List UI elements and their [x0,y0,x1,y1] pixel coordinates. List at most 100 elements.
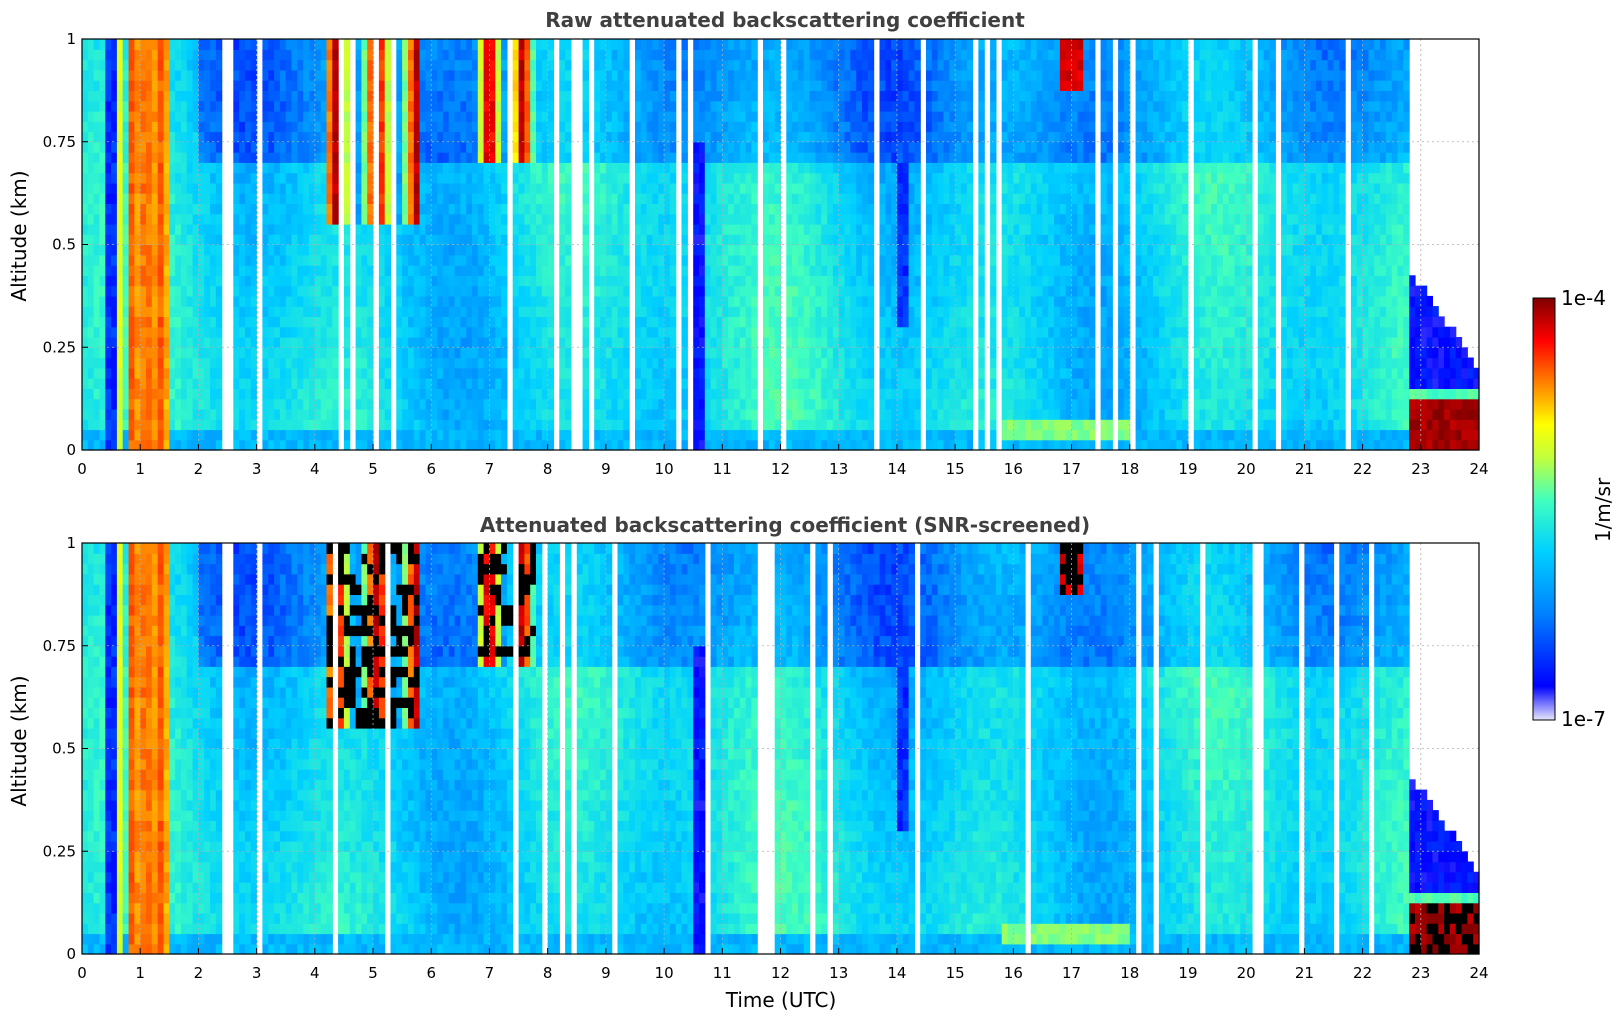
heatmap-cell [175,39,182,50]
heatmap-cell [192,203,199,215]
heatmap-cell [704,141,712,153]
heatmap-cell [122,337,130,348]
heatmap-cell [116,234,124,246]
heatmap-cell [681,244,688,256]
heatmap-cell [285,254,293,266]
heatmap-cell [844,367,851,379]
heatmap-cell [768,347,776,359]
heatmap-cell [105,213,112,225]
heatmap-cell [559,388,566,400]
heatmap-cell [640,69,648,81]
heatmap-cell [489,223,496,235]
heatmap-cell [477,429,485,441]
heatmap-cell [355,193,362,204]
heatmap-cell [733,398,741,410]
heatmap-cell [798,152,805,163]
heatmap-cell [239,100,246,112]
heatmap-cell [530,162,537,174]
heatmap-cell [809,100,816,112]
heatmap-cell [279,378,287,389]
heatmap-cell [751,90,758,102]
heatmap-cell [658,347,665,359]
heatmap-cell [891,244,898,256]
heatmap-cell [751,367,758,379]
heatmap-cell [291,275,298,287]
heatmap-cell [442,141,450,153]
heatmap-cell [605,244,613,256]
heatmap-cell [105,80,112,91]
heatmap-cell [745,439,752,451]
heatmap-cell [745,419,752,431]
heatmap-cell [384,172,392,184]
heatmap-cell [239,213,246,225]
heatmap-cell [722,141,729,153]
heatmap-cell [501,193,508,204]
heatmap-cell [99,316,106,328]
heatmap-cell [838,347,846,359]
heatmap-cell [245,90,252,102]
heatmap-cell [751,59,758,71]
heatmap-cell [704,285,712,297]
heatmap-cell [239,419,246,431]
heatmap-cell [530,347,537,359]
heatmap-cell [87,141,95,153]
heatmap-cell [559,100,566,112]
heatmap-cell [245,141,252,153]
heatmap-cell [262,275,269,287]
heatmap-cell [477,419,485,431]
heatmap-cell [664,59,671,71]
heatmap-cell [460,306,467,317]
heatmap-cell [547,182,555,194]
heatmap-cell [320,347,328,359]
heatmap-cell [722,398,729,410]
heatmap-cell [332,100,339,112]
heatmap-cell [175,439,182,451]
heatmap-cell [82,275,89,287]
heatmap-cell [512,337,520,348]
heatmap-cell [140,90,147,102]
heatmap-cell [297,295,304,307]
heatmap-cell [652,254,659,266]
heatmap-cell [99,306,106,317]
heatmap-cell [320,100,328,112]
heatmap-cell [716,316,723,328]
heatmap-cell [466,152,473,163]
heatmap-cell [291,234,298,246]
heatmap-cell [664,110,671,122]
heatmap-cell [361,223,368,235]
heatmap-cell [518,90,525,102]
heatmap-cell [105,367,112,379]
heatmap-cell [745,398,752,410]
heatmap-cell [460,295,467,307]
heatmap-cell [844,234,851,246]
heatmap-cell [285,419,293,431]
heatmap-cell [652,100,659,112]
heatmap-cell [635,429,642,441]
heatmap-cell [827,357,834,369]
heatmap-cell [303,306,310,317]
heatmap-cell [786,193,793,204]
heatmap-cell [320,162,328,174]
heatmap-cell [431,223,438,235]
heatmap-cell [320,398,328,410]
heatmap-cell [518,39,525,50]
heatmap-cell [210,244,217,256]
heatmap-cell [704,90,712,102]
heatmap-cell [466,234,473,246]
heatmap-cell [792,90,799,102]
heatmap-cell [343,193,351,204]
heatmap-cell [559,254,566,266]
heatmap-cell [163,439,170,451]
heatmap-cell [867,275,875,287]
heatmap-cell [245,388,252,400]
heatmap-cell [896,203,904,215]
heatmap-cell [309,172,316,184]
heatmap-cell [856,275,863,287]
heatmap-cell [466,100,473,112]
heatmap-cell [832,337,840,348]
heatmap-cell [821,49,828,61]
heatmap-cell [151,337,159,348]
heatmap-cell [594,131,601,143]
heatmap-cell [512,295,520,307]
heatmap-cell [99,419,106,431]
